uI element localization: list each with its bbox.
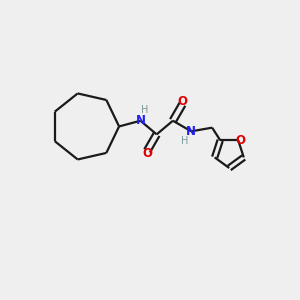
- Text: O: O: [236, 134, 246, 147]
- Text: H: H: [141, 105, 148, 116]
- Text: N: N: [186, 125, 196, 138]
- Text: N: N: [135, 114, 146, 127]
- Text: H: H: [181, 136, 188, 146]
- Text: O: O: [178, 95, 188, 108]
- Text: O: O: [142, 147, 152, 160]
